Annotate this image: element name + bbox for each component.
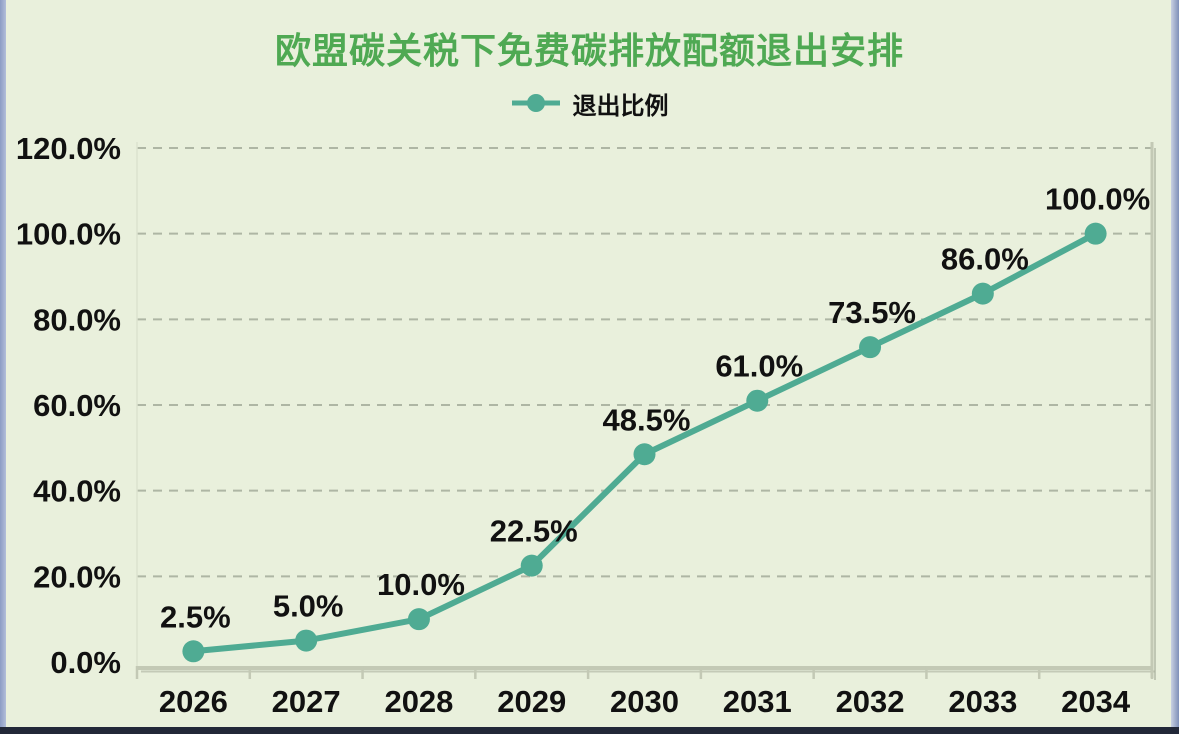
x-axis-tick-label: 2029 <box>497 684 566 719</box>
data-point-label: 5.0% <box>273 589 344 624</box>
data-point-label: 86.0% <box>941 242 1029 277</box>
data-point <box>1084 222 1107 245</box>
x-axis-tick-label: 2030 <box>610 684 679 719</box>
window-left-border <box>0 0 6 734</box>
data-point <box>746 389 769 412</box>
data-point-label: 48.5% <box>603 402 691 437</box>
y-axis-tick-label: 20.0% <box>33 559 121 594</box>
data-point-label: 100.0% <box>1045 182 1150 217</box>
x-axis-tick-label: 2027 <box>272 684 341 719</box>
y-axis-tick-label: 60.0% <box>33 388 121 423</box>
data-point <box>295 629 318 652</box>
x-axis-tick-label: 2031 <box>723 684 792 719</box>
chart-legend: 退出比例 <box>0 88 1179 120</box>
legend-series-label: 退出比例 <box>572 92 669 120</box>
x-axis-tick-label: 2028 <box>384 684 453 719</box>
data-point <box>633 443 656 466</box>
data-point-label: 2.5% <box>160 599 231 634</box>
y-axis-tick-label: 80.0% <box>33 302 121 337</box>
data-point <box>182 640 205 663</box>
data-point <box>859 336 882 359</box>
data-point-label: 22.5% <box>490 514 578 549</box>
window-right-border <box>1171 0 1179 734</box>
data-point <box>520 554 543 577</box>
y-axis-tick-label: 40.0% <box>33 474 121 509</box>
x-axis-tick-label: 2034 <box>1061 684 1131 719</box>
x-axis-tick-label: 2032 <box>836 684 905 719</box>
data-point-label: 73.5% <box>828 295 916 330</box>
x-axis-tick-label: 2026 <box>159 684 228 719</box>
y-axis-tick-label: 120.0% <box>16 131 121 166</box>
y-axis-tick-label: 0.0% <box>50 645 121 680</box>
data-point <box>971 282 994 305</box>
data-point-label: 10.0% <box>377 567 465 602</box>
x-axis-tick-label: 2033 <box>948 684 1017 719</box>
line-marker-icon <box>511 94 560 112</box>
window-bottom-border <box>0 727 1179 734</box>
data-point-label: 61.0% <box>715 349 803 384</box>
data-point <box>407 608 430 631</box>
chart-title: 欧盟碳关税下免费碳排放配额退出安排 <box>274 30 904 71</box>
y-axis-tick-label: 100.0% <box>16 217 121 252</box>
